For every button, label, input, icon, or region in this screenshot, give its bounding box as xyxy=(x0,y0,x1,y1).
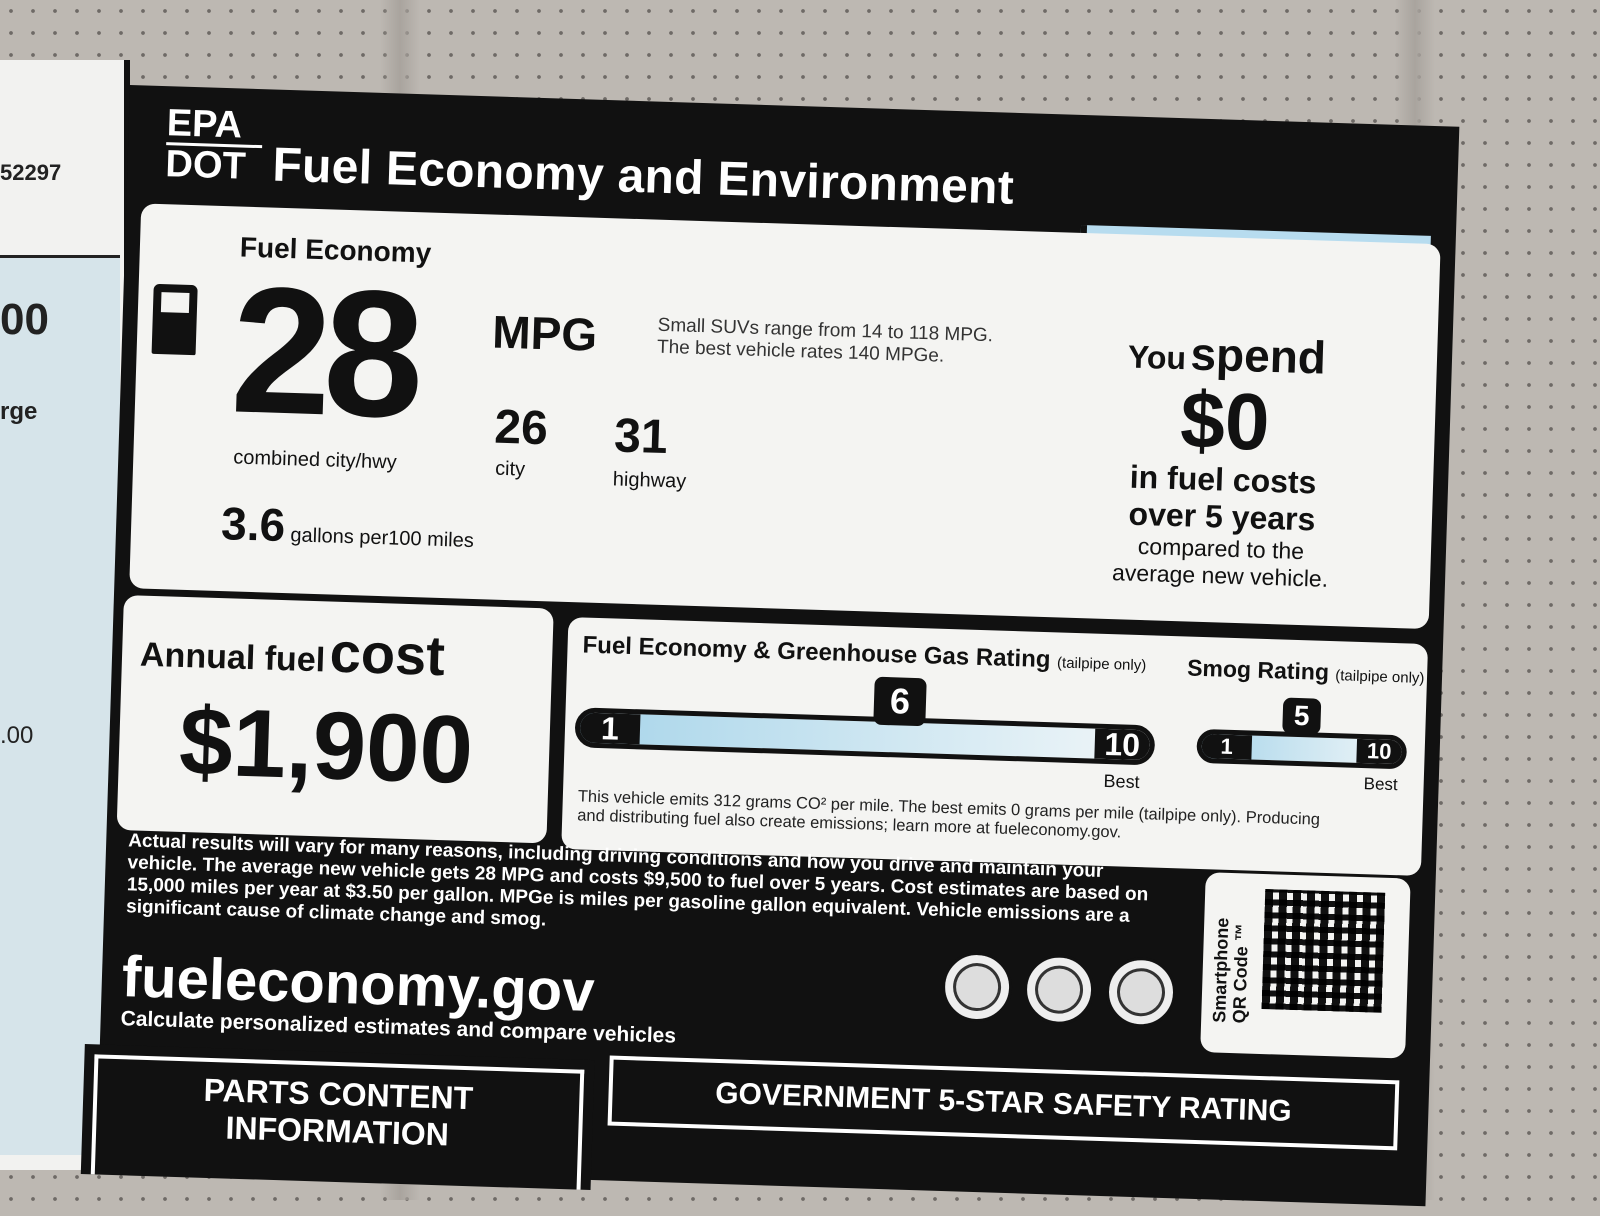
annual-cost-label-b: cost xyxy=(328,620,446,688)
qr-code[interactable] xyxy=(1261,889,1386,1013)
ghg-max: 10 xyxy=(1094,725,1151,763)
fuel-pump-icon xyxy=(151,283,198,356)
ghg-rating-marker: 6 xyxy=(873,676,927,727)
doe-seal-icon xyxy=(1104,956,1178,1029)
epa-dot-logo: EPA DOT xyxy=(164,102,264,188)
gallons-label: gallons per100 miles xyxy=(290,524,475,553)
qr-code-panel: Smartphone QR Code ™ xyxy=(1200,872,1411,1059)
savings-you: You xyxy=(1127,338,1187,377)
smog-rating-bar: 1 10 xyxy=(1196,728,1408,770)
gallons-per-100: 3.6 gallons per100 miles xyxy=(220,496,475,558)
smog-title-text: Smog Rating xyxy=(1186,654,1330,685)
parts-content-title: PARTS CONTENT INFORMATION xyxy=(90,1054,585,1190)
best-label: Best xyxy=(1103,770,1140,793)
smog-rating-marker: 5 xyxy=(1282,697,1322,735)
combined-mpg: 28 xyxy=(228,249,420,457)
highway-label: highway xyxy=(612,468,687,493)
smog-qualifier: (tailpipe only) xyxy=(1335,667,1425,687)
ghg-min: 1 xyxy=(579,710,641,746)
ghg-qualifier: (tailpipe only) xyxy=(1056,654,1147,675)
sticker-fragment: .00 xyxy=(0,722,34,749)
epa-seal-icon xyxy=(941,950,1014,1024)
combined-label: combined city/hwy xyxy=(233,446,398,474)
epa-text: EPA xyxy=(166,102,264,149)
city-mpg: 26 xyxy=(493,400,549,456)
qr-label-2: QR Code ™ xyxy=(1229,923,1253,1024)
city-label: city xyxy=(494,457,526,481)
ghg-title-text: Fuel Economy & Greenhouse Gas Rating xyxy=(582,631,1051,674)
savings-block: You spend $0 in fuel costs over 5 years … xyxy=(1090,324,1358,594)
range-note: Small SUVs range from 14 to 118 MPG. The … xyxy=(657,315,994,370)
ghg-rating-title: Fuel Economy & Greenhouse Gas Rating (ta… xyxy=(582,632,1147,678)
sticker-fragment: 52297 xyxy=(0,160,62,185)
smog-rating-title: Smog Rating (tailpipe only) xyxy=(1187,655,1425,689)
mpg-unit: MPG xyxy=(491,305,598,361)
smog-max: 10 xyxy=(1356,738,1403,765)
label-title: Fuel Economy and Environment xyxy=(271,138,1015,215)
dot-seal-icon xyxy=(1022,953,1096,1026)
fuel-economy-panel: Fuel Economy 28 MPG combined city/hwy 26… xyxy=(129,203,1441,630)
ratings-panel: Fuel Economy & Greenhouse Gas Rating (ta… xyxy=(561,617,1429,876)
sticker-fragment: 00 xyxy=(0,295,49,344)
parts-content-box: PARTS CONTENT INFORMATION xyxy=(80,1044,595,1191)
safety-rating-title: GOVERNMENT 5-STAR SAFETY RATING xyxy=(607,1055,1400,1151)
annual-fuel-cost-panel: Annual fuel cost $1,900 xyxy=(116,595,554,844)
savings-amount: $0 xyxy=(1179,375,1271,467)
emissions-note: This vehicle emits 312 grams CO² per mil… xyxy=(577,787,1320,848)
dot-text: DOT xyxy=(164,143,247,188)
smog-min: 1 xyxy=(1201,734,1253,760)
qr-label: Smartphone QR Code ™ xyxy=(1209,917,1252,1023)
ghg-rating-bar: 1 10 xyxy=(574,707,1156,766)
annual-cost-heading: Annual fuel cost xyxy=(139,614,446,689)
gallons-value: 3.6 xyxy=(220,497,287,552)
best-label: Best xyxy=(1363,774,1398,795)
sticker-fragment: rge xyxy=(0,398,38,425)
annual-cost-label-a: Annual fuel xyxy=(139,635,326,680)
annual-cost-amount: $1,900 xyxy=(177,687,475,805)
highway-mpg: 31 xyxy=(613,409,669,465)
